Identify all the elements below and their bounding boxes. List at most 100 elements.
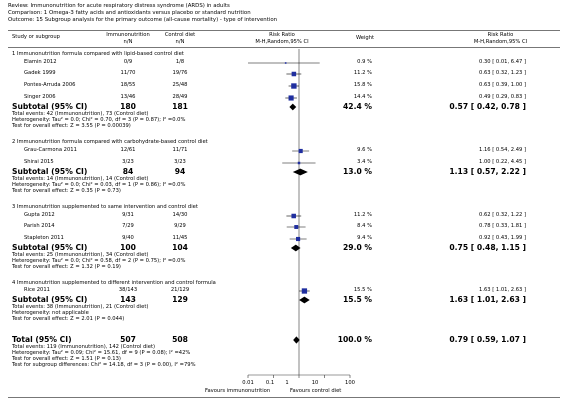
total-ctl: 508 xyxy=(172,335,188,344)
study-weight: 9.6 % xyxy=(357,147,372,153)
study-weight: 15.5 % xyxy=(353,287,372,293)
study-name: Elamin 2012 xyxy=(24,59,57,65)
study-weight: 11.2 % xyxy=(353,212,372,218)
study-weight: 9.4 % xyxy=(357,235,372,241)
study-name: Rice 2011 xyxy=(24,287,50,293)
heterogeneity: Heterogeneity: not applicable xyxy=(12,310,89,316)
subtotal-imm: 180 xyxy=(120,102,136,111)
column-risk-ratio-method: M-H,Random,95% CI xyxy=(255,39,309,45)
column-immunonutrition: Immunonutrition xyxy=(106,32,150,38)
study-name: Stapleton 2011 xyxy=(24,235,64,241)
subtotal-ctl: 104 xyxy=(172,243,188,252)
subtotal-risk-ratio: 0.75 [ 0.48, 1.15 ] xyxy=(449,243,526,252)
study-imm-events: 7/29 xyxy=(122,223,134,229)
study-imm-events: 9/31 xyxy=(122,212,134,218)
overall-effect: Test for overall effect: Z = 0.35 (P = 0… xyxy=(12,188,121,194)
subtotal-diamond xyxy=(299,296,310,304)
study-point-estimate xyxy=(291,71,297,77)
column-risk-ratio: Risk Ratio xyxy=(269,32,295,38)
study-ctl-events: 9/29 xyxy=(174,223,186,229)
total-label: Total (95% CI) xyxy=(12,335,72,344)
heterogeneity: Heterogeneity: Tau² = 0.0; Chi² = 0.03, … xyxy=(12,182,186,188)
study-point-estimate xyxy=(291,83,297,89)
subgroup-title: 2 Immunonutrition formula compared with … xyxy=(12,139,208,145)
subtotal-weight: 15.5 % xyxy=(343,295,372,304)
heterogeneity: Heterogeneity: Tau² = 0.09; Chi² = 15.61… xyxy=(12,350,191,356)
subtotal-label: Subtotal (95% CI) xyxy=(12,102,88,111)
study-ctl-events: 14/30 xyxy=(172,212,188,218)
total-imm: 507 xyxy=(120,335,136,344)
study-imm-events: 11/70 xyxy=(120,70,136,76)
study-ctl-events: 11/71 xyxy=(172,147,188,153)
x-tick-label: 1 xyxy=(285,380,289,386)
study-weight: 14.4 % xyxy=(353,94,372,100)
study-risk-ratio: 0.30 [ 0.01, 6.47 ] xyxy=(479,59,526,65)
total-events: Total events: 25 (Immunonutrition), 34 (… xyxy=(12,252,149,258)
heterogeneity: Heterogeneity: Tau² = 0.0; Chi² = 0.70, … xyxy=(12,117,186,123)
study-risk-ratio: 0.63 [ 0.39, 1.00 ] xyxy=(479,82,526,88)
total-risk-ratio: 0.79 [ 0.59, 1.07 ] xyxy=(449,335,526,344)
subtotal-ctl: 129 xyxy=(172,295,188,304)
subtotal-label: Subtotal (95% CI) xyxy=(12,167,88,176)
study-ctl-events: 21/129 xyxy=(170,287,190,293)
total-diamond xyxy=(293,336,300,344)
study-imm-events: 0/9 xyxy=(123,59,133,65)
study-name: Gupta 2012 xyxy=(24,212,55,218)
study-ctl-events: 1/8 xyxy=(175,59,185,65)
study-point-estimate xyxy=(298,148,303,154)
column-risk-ratio-2: Risk Ratio xyxy=(487,32,514,38)
subtotal-ctl: 94 xyxy=(174,167,186,176)
overall-effect: Test for overall effect: Z = 1.32 (P = 0… xyxy=(12,264,121,270)
subtotal-weight: 29.0 % xyxy=(343,243,372,252)
study-imm-events: 38/143 xyxy=(118,287,138,293)
total-events: Total events: 38 (Immunonutrition), 21 (… xyxy=(12,304,149,310)
overall-effect: Test for overall effect: Z = 2.01 (P = 0… xyxy=(12,316,125,322)
study-point-estimate xyxy=(288,95,294,101)
x-axis-right-label: Favours control diet xyxy=(290,388,342,394)
study-risk-ratio: 0.62 [ 0.32, 1.22 ] xyxy=(479,212,526,218)
study-point-estimate xyxy=(294,225,299,229)
subtotal-imm: 100 xyxy=(120,243,136,252)
subgroup-title: 3 Immunonutrition supplemented to same i… xyxy=(12,204,198,210)
subgroup-title: 4 Immunonutrition supplemented to differ… xyxy=(12,280,216,286)
study-weight: 0.9 % xyxy=(357,59,372,65)
x-axis-left-label: Favours immunonutrition xyxy=(205,388,271,394)
study-name: Grau-Carmona 2011 xyxy=(24,147,77,153)
subgroup-title: 1 Immunonutrition formula compared with … xyxy=(12,51,184,57)
subtotal-risk-ratio: 1.13 [ 0.57, 2.22 ] xyxy=(449,167,526,176)
study-imm-events: 9/40 xyxy=(122,235,134,241)
study-point-estimate xyxy=(296,236,301,242)
study-risk-ratio: 1.16 [ 0.54, 2.49 ] xyxy=(479,147,526,153)
study-risk-ratio: 0.63 [ 0.32, 1.23 ] xyxy=(479,70,526,76)
study-name: Singer 2006 xyxy=(24,94,56,100)
subtotal-label: Subtotal (95% CI) xyxy=(12,295,88,304)
study-point-estimate xyxy=(284,62,287,64)
subtotal-imm: 143 xyxy=(120,295,136,304)
study-imm-events: 18/55 xyxy=(120,82,136,88)
review-title: Review: Immunonutrition for acute respir… xyxy=(8,3,230,9)
study-point-estimate xyxy=(291,213,296,219)
study-ctl-events: 11/45 xyxy=(172,235,188,241)
total-events: Total events: 14 (Immunonutrition), 14 (… xyxy=(12,176,149,182)
total-events: Total events: 42 (Immunonutrition), 73 (… xyxy=(12,111,149,117)
study-ctl-events: 3/23 xyxy=(174,159,186,165)
study-weight: 15.8 % xyxy=(353,82,372,88)
column-immunonutrition-unit: n/N xyxy=(123,39,133,45)
study-name: Parish 2014 xyxy=(24,223,55,229)
study-risk-ratio: 0.78 [ 0.33, 1.81 ] xyxy=(479,223,526,229)
study-ctl-events: 28/49 xyxy=(172,94,188,100)
subtotal-imm: 84 xyxy=(122,167,134,176)
column-control: Control diet xyxy=(164,32,196,38)
subtotal-diamond xyxy=(290,244,301,252)
column-weight: Weight xyxy=(355,35,375,41)
comparison-title: Comparison: 1 Omega-3 fatty acids and an… xyxy=(8,10,251,16)
footer-rule xyxy=(8,397,560,398)
study-risk-ratio: 1.00 [ 0.22, 4.45 ] xyxy=(479,159,526,165)
study-risk-ratio: 1.63 [ 1.01, 2.63 ] xyxy=(479,287,526,293)
study-weight: 11.2 % xyxy=(353,70,372,76)
study-name: Pontes-Arruda 2006 xyxy=(24,82,76,88)
study-name: Shirai 2015 xyxy=(24,159,54,165)
subtotal-weight: 42.4 % xyxy=(343,102,372,111)
